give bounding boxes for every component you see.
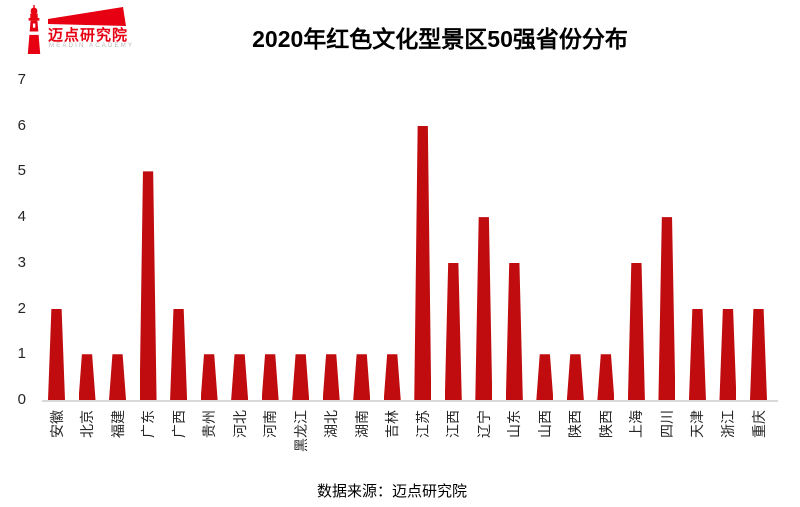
bar <box>261 354 279 400</box>
y-axis-tick-label: 1 <box>17 345 26 363</box>
bar <box>688 308 706 400</box>
bar <box>719 308 737 400</box>
x-axis-category-label: 黑龙江 <box>292 410 309 452</box>
x-axis-category-label: 江苏 <box>414 410 431 438</box>
bar <box>170 308 188 400</box>
chart-title: 2020年红色文化型景区50强省份分布 <box>252 26 628 52</box>
y-axis-tick-label: 2 <box>17 299 26 317</box>
bar <box>414 125 432 400</box>
x-axis-category-label: 吉林 <box>384 410 401 438</box>
bar <box>109 354 127 400</box>
bar <box>444 262 462 400</box>
beam-shape <box>48 7 126 26</box>
bar <box>200 354 218 400</box>
bar <box>750 308 767 400</box>
bar <box>322 354 340 400</box>
x-axis-category-label: 河南 <box>262 410 279 438</box>
bar <box>505 262 523 400</box>
y-axis-tick-label: 0 <box>17 391 26 408</box>
x-axis-category-label: 广西 <box>170 410 187 438</box>
logo: 迈点研究院 MEADIN ACADEMY <box>24 4 136 58</box>
bar <box>627 262 645 400</box>
x-axis-category-label: 山西 <box>536 410 553 438</box>
lighthouse-icon <box>27 5 126 55</box>
x-axis-category-label: 安徽 <box>48 410 65 438</box>
x-axis-category-label: 广东 <box>140 410 157 438</box>
bar <box>658 217 676 400</box>
y-axis-tick-label: 4 <box>17 208 26 226</box>
x-axis-category-label: 福建 <box>109 410 126 438</box>
bar <box>292 354 310 400</box>
x-axis-category-label: 辽宁 <box>475 410 492 438</box>
x-axis-line <box>42 400 778 402</box>
y-axis-tick-label: 6 <box>17 116 26 134</box>
x-axis-category-label: 江西 <box>445 410 462 438</box>
bar <box>475 217 493 400</box>
bar <box>566 354 584 400</box>
bar <box>536 354 554 400</box>
bar <box>231 354 249 400</box>
x-axis-category-label: 北京 <box>79 410 96 438</box>
logo-text: 迈点研究院 <box>48 27 129 44</box>
y-axis-tick-label: 3 <box>17 253 26 271</box>
x-axis-category-label: 浙江 <box>719 410 736 438</box>
x-axis-category-label: 河北 <box>231 410 248 438</box>
bar <box>353 354 371 400</box>
bar <box>139 171 157 400</box>
x-axis-category-label: 陕西 <box>597 410 614 438</box>
x-axis-category-label: 湖南 <box>353 410 370 438</box>
x-axis-category-label: 上海 <box>628 410 645 438</box>
x-axis-category-label: 湖北 <box>323 410 340 438</box>
data-source-label: 数据来源：迈点研究院 <box>316 483 467 500</box>
x-axis-category-label: 山东 <box>506 410 523 438</box>
bar <box>597 354 615 400</box>
x-axis-category-label: 重庆 <box>750 410 767 438</box>
y-axis-tick-label: 5 <box>17 162 26 180</box>
y-axis-tick-label: 7 <box>17 71 26 88</box>
bar <box>48 308 65 400</box>
x-axis-category-label: 四川 <box>658 410 675 438</box>
x-axis-category-label: 天津 <box>689 410 706 438</box>
bar <box>383 354 401 400</box>
bar <box>78 354 96 400</box>
x-axis-category-label: 陕西 <box>567 410 584 438</box>
logo-subtext: MEADIN ACADEMY <box>49 43 135 49</box>
x-axis-category-label: 贵州 <box>201 410 218 438</box>
